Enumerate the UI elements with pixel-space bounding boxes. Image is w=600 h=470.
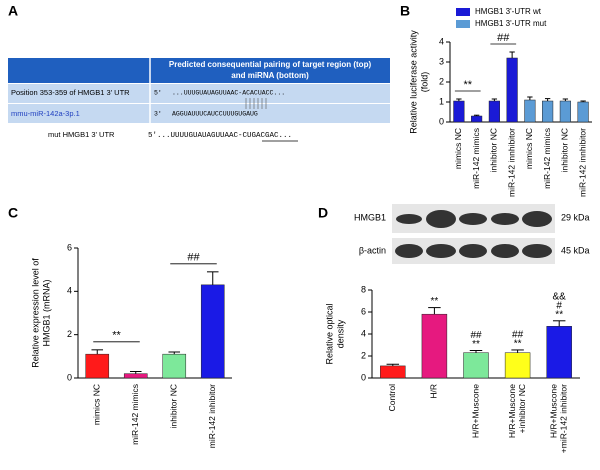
x-tick-label: miR-142 mimics: [130, 384, 140, 445]
significance-label: &&: [553, 291, 567, 302]
legend-label: HMGB1 3'-UTR mut: [475, 19, 547, 28]
y-tick-label: 6: [67, 242, 72, 252]
blot-label: β-actin: [359, 245, 386, 255]
y-axis-label: (fold): [419, 72, 429, 93]
bar: [546, 326, 572, 379]
bar: [200, 284, 225, 379]
panel-label: A: [8, 3, 18, 19]
bar: [463, 352, 489, 379]
bar: [453, 100, 465, 123]
x-tick-label: H/R: [429, 384, 439, 399]
x-tick-label: inhibitor NC: [560, 128, 570, 172]
bar: [506, 57, 518, 123]
y-tick-label: 2: [439, 76, 444, 86]
y-axis-label: Relative optical: [324, 303, 334, 364]
table-row: [8, 104, 390, 123]
strand-end: 3': [154, 111, 162, 118]
y-tick-label: 0: [439, 116, 444, 126]
x-tick-label: mimics NC: [92, 384, 102, 425]
pairing-lines: [245, 98, 267, 109]
bar: [380, 365, 406, 379]
significance-label: **: [555, 309, 563, 320]
table-header: [8, 58, 390, 83]
y-tick-label: 2: [67, 329, 72, 339]
x-tick-label: Control: [387, 384, 397, 412]
table-row: [8, 84, 390, 103]
x-tick-label: mimics NC: [524, 128, 534, 169]
y-tick-label: 0: [361, 372, 366, 382]
x-tick-label: H/R+Muscone: [507, 384, 517, 438]
significance-label: **: [463, 79, 472, 91]
bar: [504, 352, 531, 379]
blot-size: 29 kDa: [561, 212, 590, 222]
x-tick-label: miR-142 mimics: [471, 128, 481, 189]
bar: [85, 353, 110, 379]
table-header-text: Predicted consequential pairing of targe…: [169, 60, 372, 69]
row-label: Position 353-359 of HMGB1 3' UTR: [11, 88, 130, 97]
x-tick-label: H/R+Muscone: [548, 384, 558, 438]
y-tick-label: 4: [361, 328, 366, 338]
y-tick-label: 4: [67, 286, 72, 296]
blot-size: 45 kDa: [561, 245, 590, 255]
y-axis-label: density: [335, 319, 345, 348]
x-tick-label: +inhibitor NC: [517, 384, 527, 433]
bar: [488, 100, 500, 123]
panel-label: D: [318, 205, 328, 221]
significance-label: **: [112, 330, 121, 342]
legend-swatch: [456, 20, 470, 28]
significance-label: ##: [497, 32, 510, 44]
x-tick-label: miR-142 inhibitor: [207, 384, 217, 448]
significance-label: **: [431, 296, 439, 307]
y-tick-label: 8: [361, 284, 366, 294]
legend-swatch: [456, 8, 470, 16]
x-tick-label: mimics NC: [453, 128, 463, 169]
blot-label: HMGB1: [354, 212, 386, 222]
bar: [542, 100, 554, 123]
sequence: ...UUUGUAUAGUUAAC-ACACUACC...: [172, 90, 285, 97]
strand-end: 5': [154, 90, 162, 97]
y-tick-label: 6: [361, 306, 366, 316]
mutant-sequence: 5'...UUUUGUAUAGUUAAC-CUGACGAC...: [148, 132, 292, 140]
mutant-label: mut HMGB1 3' UTR: [48, 130, 115, 139]
row-label: mmu-miR-142a-3p.1: [11, 109, 80, 118]
bar: [471, 115, 483, 123]
y-tick-label: 1: [439, 96, 444, 106]
bar: [524, 99, 536, 123]
y-axis-label: HMGB1 (mRNA): [41, 279, 51, 346]
x-tick-label: H/R+Muscone: [470, 384, 480, 438]
x-tick-label: +miR-142 inhibitor: [558, 384, 568, 453]
significance-label: **: [514, 339, 522, 350]
bar: [577, 101, 589, 123]
panel-label: B: [400, 3, 410, 19]
table-header-text: and miRNA (bottom): [231, 71, 309, 80]
x-tick-label: inhibitor NC: [489, 128, 499, 172]
y-tick-label: 4: [439, 36, 444, 46]
bar: [421, 313, 448, 379]
blot-bands: [395, 210, 552, 258]
bar: [123, 373, 148, 379]
significance-label: ##: [187, 252, 200, 264]
significance-label: ##: [512, 330, 524, 341]
y-axis-label: Relative expression level of: [30, 258, 40, 368]
significance-label: #: [556, 300, 562, 311]
x-tick-label: inhibitor NC: [169, 384, 179, 428]
panel-label: C: [8, 205, 18, 221]
y-axis-label: Relative luciferase activity: [408, 30, 418, 134]
y-tick-label: 3: [439, 56, 444, 66]
significance-label: **: [472, 339, 480, 350]
sequence: AGGUAUUUCAUCCUUUGUGAUG: [172, 111, 258, 118]
bar: [559, 100, 571, 123]
y-tick-label: 2: [361, 350, 366, 360]
x-tick-label: miR-142 mimics: [542, 128, 552, 189]
legend-label: HMGB1 3'-UTR wt: [475, 7, 542, 16]
x-tick-label: miR-142 innhibitor: [577, 128, 587, 197]
y-tick-label: 0: [67, 372, 72, 382]
bar: [162, 353, 187, 379]
x-tick-label: miR-142 innhibitor: [506, 128, 516, 197]
significance-label: ##: [470, 330, 482, 341]
